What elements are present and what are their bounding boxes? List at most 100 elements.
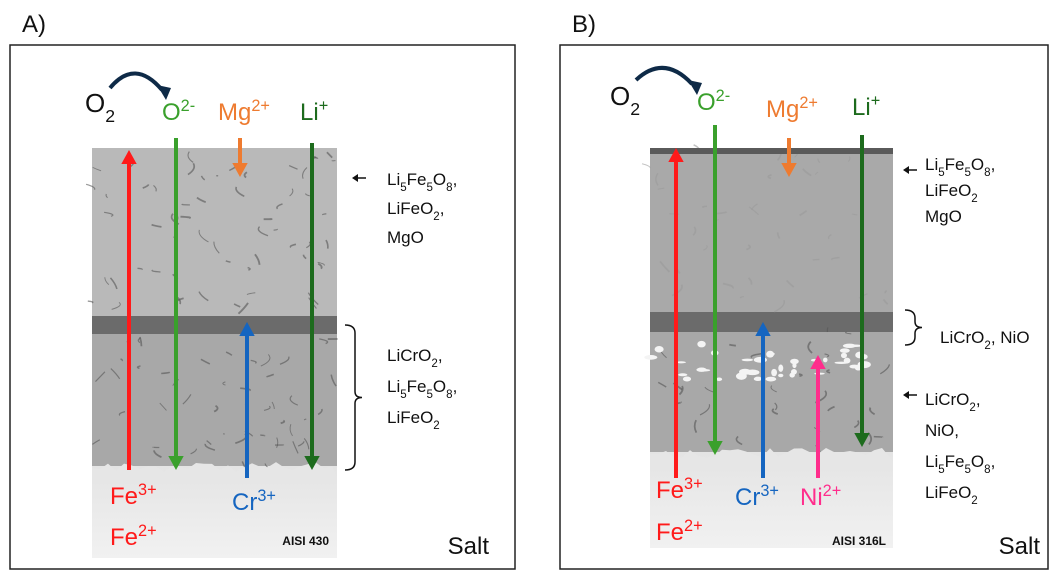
text-part: Li — [925, 452, 938, 471]
micrograph-texture — [698, 369, 711, 372]
text-part: O — [433, 170, 446, 189]
ion-label: O2- — [697, 87, 730, 116]
micrograph-texture — [839, 348, 850, 353]
micrograph-band — [650, 312, 893, 332]
ion-label: Li+ — [300, 97, 328, 126]
micrograph-texture — [109, 277, 118, 290]
micrograph-texture — [289, 423, 293, 437]
micrograph-texture — [306, 241, 311, 249]
micrograph-texture — [118, 410, 126, 416]
micrograph-texture — [766, 350, 775, 358]
micrograph-texture — [657, 381, 667, 388]
text-part: Mg — [218, 99, 251, 126]
micrograph-texture — [682, 376, 692, 382]
micrograph-texture — [271, 401, 275, 410]
text-part: Li — [852, 94, 871, 121]
subscript: 5 — [938, 167, 944, 179]
micrograph-texture — [198, 229, 209, 243]
micrograph-texture — [802, 168, 812, 177]
micrograph-texture — [142, 184, 150, 189]
micrograph-texture — [257, 226, 269, 237]
micrograph-texture — [847, 156, 851, 162]
ion-label: Ni2+ — [800, 482, 841, 511]
text-part: Ni — [800, 484, 823, 511]
annotation-text: Li5Fe5O8, — [925, 155, 995, 179]
micrograph-texture — [213, 404, 219, 413]
micrograph-texture — [280, 419, 286, 425]
micrograph-texture — [676, 361, 687, 364]
text-part: Fe — [407, 170, 427, 189]
text-part: O — [610, 81, 630, 111]
arrow-head — [239, 322, 255, 336]
micrograph-texture — [741, 358, 754, 362]
reaction-arrow — [108, 71, 164, 92]
text-part: Fe — [945, 452, 965, 471]
micrograph-texture — [753, 356, 767, 363]
micrograph-texture — [104, 277, 110, 286]
micrograph-texture — [303, 418, 307, 421]
micrograph-texture — [789, 372, 795, 378]
micrograph-texture — [151, 269, 161, 273]
text-part: Mg — [766, 96, 799, 123]
micrograph-texture — [884, 290, 888, 294]
micrograph-texture — [845, 331, 852, 335]
annotation-text: LiCrO2, — [925, 390, 981, 414]
superscript: + — [319, 97, 329, 115]
superscript: 2+ — [138, 522, 157, 540]
subscript: 5 — [427, 389, 433, 401]
annotation-text: MgO — [925, 207, 962, 226]
arrow-head — [755, 322, 771, 336]
text-part: LiFeO — [925, 181, 971, 200]
micrograph-salt-edge — [92, 462, 337, 478]
micrograph-texture — [747, 277, 753, 285]
subscript: 2 — [971, 193, 977, 205]
micrograph-texture — [770, 385, 777, 393]
ion-label: Fe2+ — [110, 522, 157, 551]
micrograph-texture — [699, 404, 711, 416]
micrograph-texture — [728, 343, 736, 347]
text-part: Li — [387, 377, 400, 396]
micrograph-texture — [765, 376, 777, 382]
arrow-head — [304, 456, 320, 470]
text-part: O — [162, 99, 181, 126]
micrograph-texture — [659, 260, 671, 273]
micrograph-texture — [771, 408, 779, 415]
micrograph-texture — [831, 256, 840, 261]
micrograph-salt — [650, 452, 893, 548]
micrograph-texture — [776, 232, 781, 239]
micrograph-texture — [161, 371, 171, 375]
micrograph-texture — [181, 203, 190, 206]
micrograph-texture — [790, 358, 799, 365]
subscript: 5 — [400, 389, 406, 401]
micrograph-texture — [235, 186, 245, 197]
micrograph-texture — [751, 203, 758, 211]
micrograph-texture — [266, 373, 275, 378]
annotation-text: NiO, — [925, 421, 959, 440]
micrograph-texture — [225, 260, 231, 263]
micrograph-texture — [326, 151, 333, 159]
micrograph-texture — [692, 226, 697, 236]
micrograph-texture — [246, 292, 256, 295]
medium-label: Salt — [448, 533, 490, 560]
annotation-text: Li5Fe5O8, — [387, 170, 457, 194]
micrograph-texture — [190, 448, 198, 455]
text-part: , — [438, 346, 443, 365]
subscript: 5 — [427, 182, 433, 194]
micrograph-texture — [196, 196, 207, 204]
subscript: 2 — [971, 495, 977, 507]
sample-label: AISI 316L — [832, 534, 886, 548]
ion-label: Li+ — [852, 92, 880, 121]
micrograph-texture — [204, 443, 216, 451]
subscript: 2 — [969, 402, 975, 414]
text-part: LiCrO — [940, 328, 984, 347]
micrograph-texture — [753, 376, 763, 381]
micrograph-texture — [826, 327, 829, 333]
text-part: Li — [387, 170, 400, 189]
micrograph-texture — [722, 282, 734, 289]
micrograph-texture — [641, 163, 651, 169]
micrograph-texture — [254, 253, 261, 265]
annotation-text: LiCrO2, — [387, 346, 443, 370]
ion-label: O2- — [162, 97, 195, 126]
reactant: O2 — [610, 81, 640, 119]
